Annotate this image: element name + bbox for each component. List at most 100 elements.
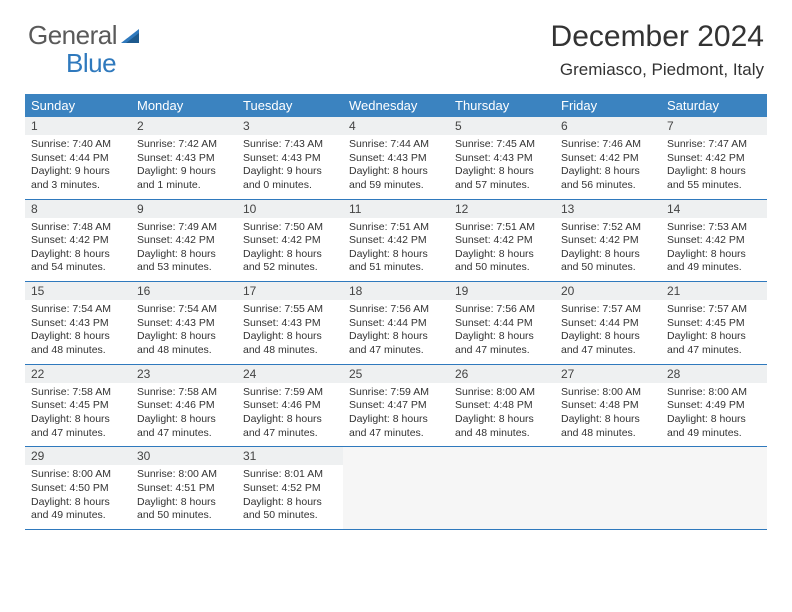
data-row: Sunrise: 7:48 AMSunset: 4:42 PMDaylight:…	[25, 218, 767, 282]
daylight-text: Daylight: 8 hours and 47 minutes.	[349, 330, 443, 357]
daylight-text: Daylight: 8 hours and 57 minutes.	[455, 165, 549, 192]
weekday-header-row: Sunday Monday Tuesday Wednesday Thursday…	[25, 94, 767, 117]
daylight-text: Daylight: 8 hours and 47 minutes.	[137, 413, 231, 440]
day-number: 15	[25, 282, 131, 301]
sunset-text: Sunset: 4:49 PM	[667, 399, 761, 413]
sunset-text: Sunset: 4:43 PM	[243, 317, 337, 331]
header: General December 2024 Gremiasco, Piedmon…	[0, 0, 792, 88]
daylight-text: Daylight: 8 hours and 50 minutes.	[455, 248, 549, 275]
day-number	[661, 447, 767, 466]
day-number: 5	[449, 117, 555, 135]
sunset-text: Sunset: 4:43 PM	[137, 317, 231, 331]
day-cell: Sunrise: 7:49 AMSunset: 4:42 PMDaylight:…	[131, 218, 237, 282]
day-number: 26	[449, 364, 555, 383]
sunrise-text: Sunrise: 7:43 AM	[243, 138, 337, 152]
daylight-text: Daylight: 8 hours and 47 minutes.	[667, 330, 761, 357]
sunrise-text: Sunrise: 7:56 AM	[455, 303, 549, 317]
day-number: 2	[131, 117, 237, 135]
day-cell: Sunrise: 7:52 AMSunset: 4:42 PMDaylight:…	[555, 218, 661, 282]
daylight-text: Daylight: 8 hours and 48 minutes.	[243, 330, 337, 357]
day-number: 31	[237, 447, 343, 466]
day-cell: Sunrise: 8:00 AMSunset: 4:51 PMDaylight:…	[131, 465, 237, 529]
day-number: 10	[237, 199, 343, 218]
daylight-text: Daylight: 8 hours and 50 minutes.	[243, 496, 337, 523]
day-number: 1	[25, 117, 131, 135]
day-number	[555, 447, 661, 466]
sunrise-text: Sunrise: 7:49 AM	[137, 221, 231, 235]
day-cell: Sunrise: 7:57 AMSunset: 4:44 PMDaylight:…	[555, 300, 661, 364]
sunrise-text: Sunrise: 7:47 AM	[667, 138, 761, 152]
daylight-text: Daylight: 9 hours and 0 minutes.	[243, 165, 337, 192]
daylight-text: Daylight: 8 hours and 47 minutes.	[455, 330, 549, 357]
day-number: 27	[555, 364, 661, 383]
sunset-text: Sunset: 4:42 PM	[137, 234, 231, 248]
weekday-thu: Thursday	[449, 94, 555, 117]
day-number	[343, 447, 449, 466]
sunset-text: Sunset: 4:46 PM	[137, 399, 231, 413]
sunrise-text: Sunrise: 7:40 AM	[31, 138, 125, 152]
daylight-text: Daylight: 8 hours and 54 minutes.	[31, 248, 125, 275]
weekday-wed: Wednesday	[343, 94, 449, 117]
day-number: 7	[661, 117, 767, 135]
sunset-text: Sunset: 4:44 PM	[561, 317, 655, 331]
daylight-text: Daylight: 8 hours and 53 minutes.	[137, 248, 231, 275]
day-number: 18	[343, 282, 449, 301]
sunrise-text: Sunrise: 8:00 AM	[561, 386, 655, 400]
sunrise-text: Sunrise: 7:50 AM	[243, 221, 337, 235]
day-number: 17	[237, 282, 343, 301]
sunset-text: Sunset: 4:47 PM	[349, 399, 443, 413]
day-number: 23	[131, 364, 237, 383]
sunrise-text: Sunrise: 7:58 AM	[137, 386, 231, 400]
daylight-text: Daylight: 8 hours and 49 minutes.	[667, 248, 761, 275]
sunrise-text: Sunrise: 7:59 AM	[243, 386, 337, 400]
data-row: Sunrise: 7:58 AMSunset: 4:45 PMDaylight:…	[25, 383, 767, 447]
day-number: 8	[25, 199, 131, 218]
day-cell: Sunrise: 7:56 AMSunset: 4:44 PMDaylight:…	[343, 300, 449, 364]
logo-blue-text-wrap: Blue	[28, 48, 116, 79]
week-separator	[25, 529, 767, 530]
sunset-text: Sunset: 4:43 PM	[31, 317, 125, 331]
daylight-text: Daylight: 8 hours and 47 minutes.	[349, 413, 443, 440]
day-number: 14	[661, 199, 767, 218]
sunset-text: Sunset: 4:42 PM	[31, 234, 125, 248]
daylight-text: Daylight: 8 hours and 52 minutes.	[243, 248, 337, 275]
day-number	[449, 447, 555, 466]
sunset-text: Sunset: 4:43 PM	[243, 152, 337, 166]
day-number: 12	[449, 199, 555, 218]
daylight-text: Daylight: 9 hours and 1 minute.	[137, 165, 231, 192]
sunrise-text: Sunrise: 7:52 AM	[561, 221, 655, 235]
logo: General	[28, 20, 145, 51]
day-number: 19	[449, 282, 555, 301]
daylight-text: Daylight: 8 hours and 49 minutes.	[31, 496, 125, 523]
day-cell: Sunrise: 8:00 AMSunset: 4:49 PMDaylight:…	[661, 383, 767, 447]
day-number: 30	[131, 447, 237, 466]
day-number: 9	[131, 199, 237, 218]
sunrise-text: Sunrise: 8:00 AM	[137, 468, 231, 482]
daylight-text: Daylight: 8 hours and 48 minutes.	[561, 413, 655, 440]
daylight-text: Daylight: 8 hours and 48 minutes.	[455, 413, 549, 440]
day-cell: Sunrise: 8:00 AMSunset: 4:50 PMDaylight:…	[25, 465, 131, 529]
daylight-text: Daylight: 8 hours and 50 minutes.	[137, 496, 231, 523]
weekday-sun: Sunday	[25, 94, 131, 117]
sunrise-text: Sunrise: 7:58 AM	[31, 386, 125, 400]
month-title: December 2024	[551, 20, 764, 54]
sunrise-text: Sunrise: 8:00 AM	[455, 386, 549, 400]
sunrise-text: Sunrise: 7:59 AM	[349, 386, 443, 400]
sunrise-text: Sunrise: 7:45 AM	[455, 138, 549, 152]
sunrise-text: Sunrise: 7:53 AM	[667, 221, 761, 235]
sunset-text: Sunset: 4:45 PM	[667, 317, 761, 331]
daynum-row: 891011121314	[25, 199, 767, 218]
sunset-text: Sunset: 4:50 PM	[31, 482, 125, 496]
sunset-text: Sunset: 4:48 PM	[455, 399, 549, 413]
title-block: December 2024 Gremiasco, Piedmont, Italy	[551, 20, 764, 80]
sunset-text: Sunset: 4:44 PM	[31, 152, 125, 166]
day-number: 6	[555, 117, 661, 135]
day-number: 25	[343, 364, 449, 383]
day-number: 20	[555, 282, 661, 301]
day-cell: Sunrise: 7:40 AMSunset: 4:44 PMDaylight:…	[25, 135, 131, 199]
daylight-text: Daylight: 8 hours and 49 minutes.	[667, 413, 761, 440]
daylight-text: Daylight: 8 hours and 48 minutes.	[137, 330, 231, 357]
logo-general: General	[28, 20, 117, 51]
day-cell: Sunrise: 7:54 AMSunset: 4:43 PMDaylight:…	[131, 300, 237, 364]
weekday-mon: Monday	[131, 94, 237, 117]
